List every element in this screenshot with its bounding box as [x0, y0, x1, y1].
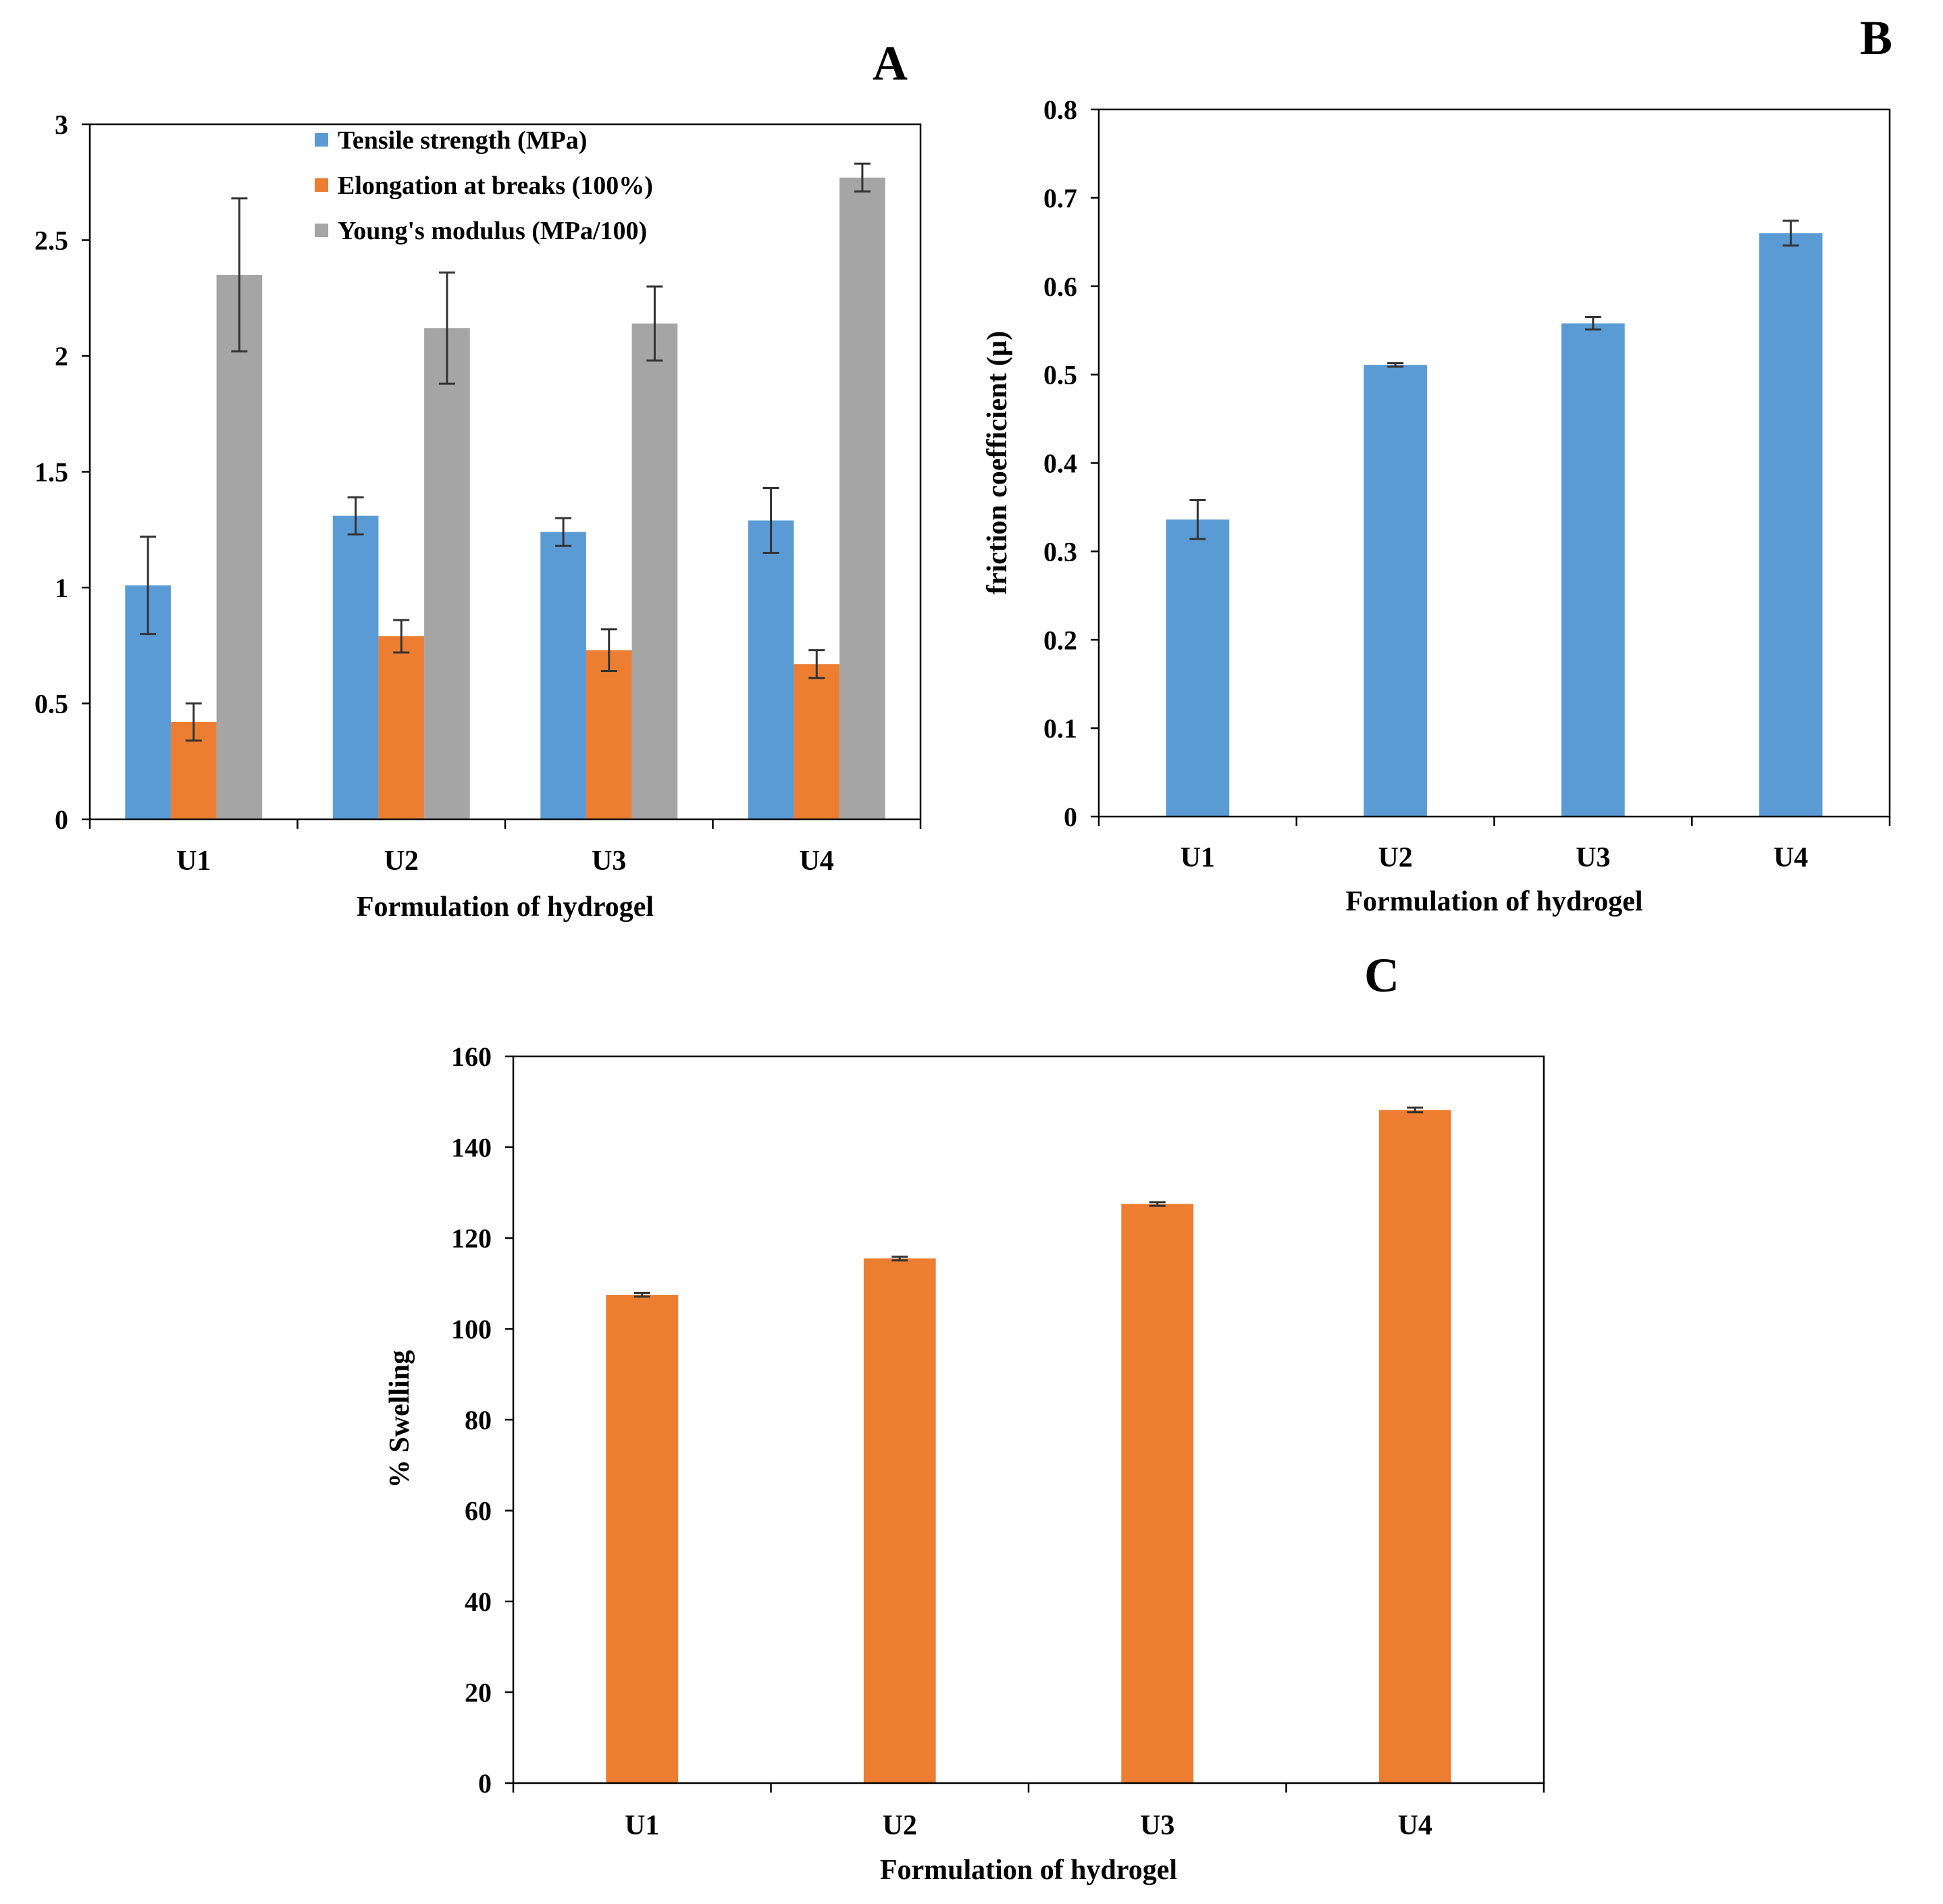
y-tick-label: 0.6 [1043, 272, 1077, 302]
error-bar-u1-series-1 [140, 536, 157, 636]
y-tick-label: 0.2 [1043, 625, 1077, 655]
y-tick-label: 0 [478, 1768, 492, 1799]
bar-u2-series-2 [378, 636, 425, 819]
panel-a-chart: A 0 0.5 1 1.5 2 2.5 3 U1 U2 U3 U4 Formulation of hyd… [34, 36, 922, 923]
y-tick-label: 0.4 [1043, 448, 1077, 479]
error-bar-u3-series-1 [1149, 1201, 1166, 1207]
y-tick-label: 0.7 [1043, 183, 1077, 213]
legend-swatch [315, 224, 328, 237]
x-category-label: U4 [1398, 1810, 1432, 1841]
bar-u2-series-1 [332, 515, 379, 819]
panel-b-chart: B 0 0.1 0.2 0.3 0.4 0.5 0.6 0.7 0.8 U1 U2 U3 U4 Formul… [982, 11, 1892, 917]
bar-u2-series-1 [863, 1258, 936, 1783]
error-bar-u3-series-1 [555, 517, 572, 547]
error-bar-u4-series-2 [808, 649, 825, 679]
error-bar-u3-series-1 [1584, 316, 1601, 331]
x-category-label: U3 [1140, 1810, 1174, 1841]
bar-u1-series-1 [1166, 519, 1230, 817]
x-category-label: U1 [1181, 842, 1215, 873]
y-tick-label: 0.1 [1043, 713, 1077, 744]
error-bar-u2-series-1 [891, 1256, 908, 1262]
y-tick-label: 2.5 [34, 226, 68, 256]
error-bar-u4-series-3 [854, 162, 871, 192]
legend-entry: Tensile strength (MPa) [338, 126, 587, 155]
x-category-label: U4 [800, 846, 834, 877]
error-bar-u1-series-2 [185, 702, 202, 742]
y-tick-label: 120 [451, 1223, 492, 1254]
x-category-label: U1 [625, 1810, 659, 1841]
error-bar-u3-series-2 [600, 628, 617, 672]
y-tick-label: 140 [451, 1133, 492, 1163]
y-tick-label: 160 [451, 1041, 492, 1072]
error-bar-u4-series-1 [1782, 220, 1799, 247]
bar-u4-series-3 [839, 177, 885, 819]
x-category-label: U2 [1378, 842, 1412, 873]
bar-u3-series-3 [631, 323, 678, 820]
bar-u1-series-1 [606, 1295, 679, 1783]
panel-letter: B [1860, 11, 1892, 65]
error-bar-u1-series-3 [231, 197, 248, 353]
bar-u4-series-2 [794, 664, 840, 819]
y-tick-label: 0 [1064, 802, 1077, 832]
x-axis-title: Formulation of hydrogel [880, 1855, 1177, 1886]
error-bar-u3-series-3 [646, 285, 663, 362]
x-category-label: U2 [384, 846, 419, 877]
error-bar-u2-series-1 [1387, 362, 1404, 368]
bar-u3-series-1 [1121, 1204, 1194, 1783]
y-tick-label: 60 [465, 1496, 492, 1526]
y-tick-label: 0.8 [1043, 95, 1077, 125]
error-bar-u1-series-1 [633, 1291, 650, 1298]
y-tick-label: 1 [55, 573, 68, 603]
x-category-label: U3 [1576, 842, 1610, 873]
bar-u4-series-1 [1759, 233, 1823, 817]
y-axis-title: % Swelling [384, 1350, 415, 1488]
error-bar-u1-series-1 [1189, 498, 1206, 540]
y-tick-label: 1.5 [34, 457, 68, 488]
error-bar-u4-series-1 [1407, 1106, 1424, 1114]
x-category-label: U3 [592, 846, 626, 877]
error-bar-u2-series-3 [438, 272, 455, 385]
panel-letter: A [873, 36, 908, 91]
y-tick-label: 40 [465, 1587, 492, 1617]
bar-u2-series-1 [1364, 365, 1427, 817]
bar-u3-series-2 [586, 650, 632, 819]
legend-entry: Young's modulus (MPa/100) [338, 217, 647, 245]
y-tick-label: 0 [55, 804, 68, 835]
error-bar-u2-series-1 [347, 496, 364, 536]
bar-u3-series-1 [1561, 323, 1625, 817]
bar-u4-series-1 [748, 520, 794, 819]
legend-swatch [315, 178, 328, 192]
y-tick-label: 20 [465, 1678, 492, 1708]
legend-swatch [315, 133, 328, 147]
bar-u4-series-1 [1378, 1110, 1451, 1783]
y-axis-title: friction coefficient (µ) [982, 331, 1013, 594]
y-tick-label: 0.5 [1043, 360, 1077, 390]
y-tick-label: 80 [465, 1405, 492, 1435]
error-bar-u4-series-1 [762, 487, 779, 555]
x-category-label: U1 [176, 846, 211, 877]
y-tick-label: 2 [55, 341, 68, 371]
bar-u3-series-1 [540, 532, 586, 819]
bar-u2-series-3 [424, 328, 470, 820]
x-axis-title: Formulation of hydrogel [1345, 886, 1642, 917]
panel-letter: C [1364, 948, 1399, 1002]
x-axis-title: Formulation of hydrogel [357, 892, 654, 923]
y-tick-label: 0.5 [34, 689, 68, 719]
x-category-label: U2 [883, 1810, 917, 1841]
y-tick-label: 3 [55, 109, 68, 140]
bar-u1-series-3 [216, 274, 263, 819]
y-tick-label: 100 [451, 1314, 492, 1345]
legend-entry: Elongation at breaks (100%) [338, 172, 653, 200]
panel-c-chart: C 0 20 40 60 80 100 120 140 160 U1 U2 U3 U4 Formulatio… [384, 948, 1545, 1886]
x-category-label: U4 [1773, 842, 1808, 873]
y-tick-label: 0.3 [1043, 536, 1077, 567]
error-bar-u2-series-2 [393, 619, 410, 654]
